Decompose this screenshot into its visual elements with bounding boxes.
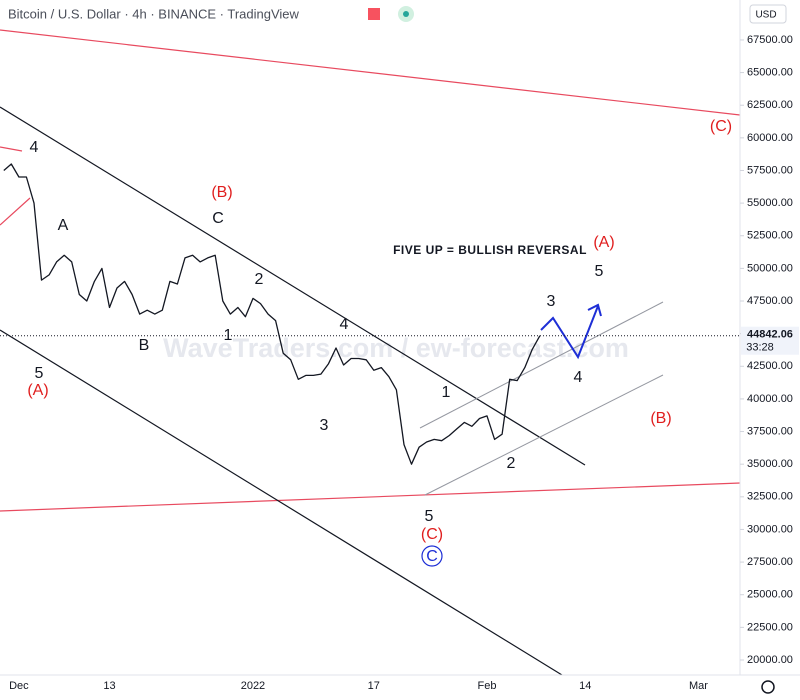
wave-label: 2 — [255, 271, 264, 288]
wave-label: 4 — [574, 369, 583, 386]
trend-line — [0, 29, 741, 116]
wave-label: A — [58, 217, 69, 234]
wave-label: 1 — [442, 384, 451, 401]
y-tick-label: 55000.00 — [747, 197, 793, 209]
arrow-head — [587, 303, 602, 317]
channel-line — [419, 301, 664, 429]
trend-line — [0, 146, 23, 152]
settings-icon[interactable] — [761, 680, 775, 694]
y-tick-label: 47500.00 — [747, 295, 793, 307]
wave-label: 3 — [320, 417, 329, 434]
wave-label: (B) — [211, 184, 232, 201]
x-tick-label: Mar — [689, 680, 708, 692]
channel-line — [0, 106, 586, 466]
channel-line — [0, 329, 563, 676]
x-tick-label: 14 — [579, 680, 591, 692]
x-tick-label: Feb — [478, 680, 497, 692]
wave-label: B — [139, 337, 150, 354]
y-tick-label: 35000.00 — [747, 458, 793, 470]
y-tick-label: 32500.00 — [747, 491, 793, 503]
y-tick-label: 30000.00 — [747, 523, 793, 535]
y-tick-label: 25000.00 — [747, 589, 793, 601]
wave-label: 5 — [35, 365, 44, 382]
y-tick-label: 50000.00 — [747, 262, 793, 274]
currency-label[interactable]: USD — [755, 10, 776, 21]
y-tick-label: 60000.00 — [747, 132, 793, 144]
x-tick-label: Dec — [9, 680, 29, 692]
trend-line — [0, 197, 31, 226]
y-tick-label: 27500.00 — [747, 556, 793, 568]
annotation-text: FIVE UP = BULLISH REVERSAL — [393, 243, 587, 257]
watermark: WaveTraders.com / ew-forecast.com — [163, 333, 629, 363]
status-dot — [403, 11, 409, 17]
y-tick-label: 40000.00 — [747, 393, 793, 405]
y-tick-label: 57500.00 — [747, 164, 793, 176]
countdown-label: 33:28 — [746, 342, 774, 354]
drawings — [0, 29, 741, 676]
wave-label: (C) — [421, 526, 443, 543]
wave-label: C — [212, 210, 224, 227]
wave-label: 4 — [340, 316, 349, 333]
chart-title: Bitcoin / U.S. Dollar · 4h · BINANCE · T… — [8, 6, 300, 21]
annotations: 4 A (B) C 2 1 B 5 (A) 4 3 1 5 (C) C 2 3 … — [27, 118, 732, 567]
wave-label: (B) — [650, 410, 671, 427]
trend-line — [0, 482, 741, 512]
y-tick-label: 67500.00 — [747, 34, 793, 46]
wave-label: (C) — [710, 118, 732, 135]
wave-label: 3 — [547, 293, 556, 310]
wave-label: 5 — [425, 508, 434, 525]
wave-label: (A) — [593, 234, 614, 251]
x-tick-label: 2022 — [241, 680, 265, 692]
currency-button[interactable] — [749, 4, 787, 24]
y-tick-label: 20000.00 — [747, 654, 793, 666]
wave-label: 2 — [507, 455, 516, 472]
y-tick-label: 62500.00 — [747, 99, 793, 111]
y-tick-label: 37500.00 — [747, 425, 793, 437]
wave-label: (A) — [27, 382, 48, 399]
y-tick-label: 42500.00 — [747, 360, 793, 372]
y-tick-label: 65000.00 — [747, 66, 793, 78]
channel-line — [424, 374, 664, 496]
projection-path — [540, 305, 599, 360]
price-line — [3, 163, 541, 465]
x-tick-label: 17 — [368, 680, 380, 692]
last-price-label: 44842.06 — [747, 329, 793, 341]
last-price-box — [741, 326, 799, 355]
y-tick-label: 22500.00 — [747, 621, 793, 633]
wave-label: 4 — [30, 139, 39, 156]
y-tick-label: 52500.00 — [747, 230, 793, 242]
flag-icon — [368, 8, 380, 20]
wave-label: C — [426, 548, 438, 565]
x-tick-label: 13 — [103, 680, 115, 692]
wave-circle — [421, 545, 443, 567]
wave-label: 5 — [595, 263, 604, 280]
